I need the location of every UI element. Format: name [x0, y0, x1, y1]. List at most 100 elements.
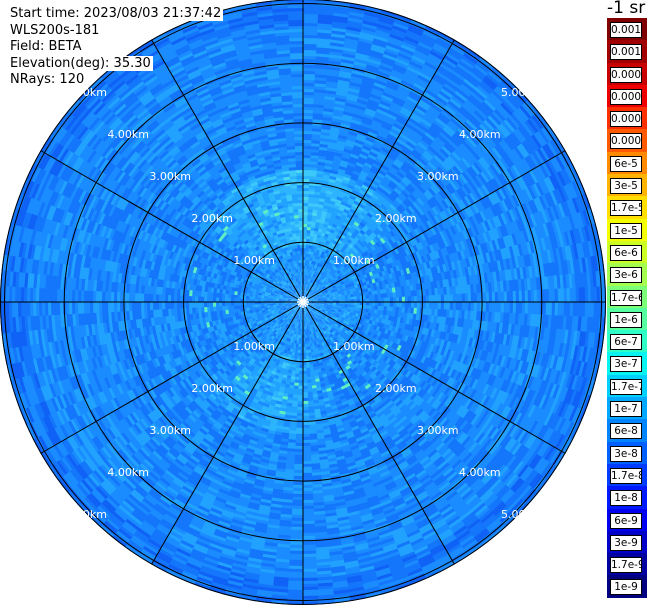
ppi-cell	[388, 36, 405, 45]
ppi-cell	[310, 163, 319, 168]
ppi-cell	[447, 49, 463, 62]
ppi-cell	[306, 284, 308, 288]
ppi-cell	[358, 92, 371, 100]
ppi-cell	[368, 170, 378, 178]
ppi-cell	[393, 96, 407, 105]
ppi-cell	[309, 260, 312, 264]
ppi-cell	[353, 144, 363, 151]
ppi-cell	[327, 65, 342, 72]
ppi-cell	[357, 175, 367, 182]
ppi-cell	[428, 53, 444, 64]
ppi-cell	[359, 34, 375, 42]
ppi-cell	[379, 64, 394, 73]
ppi-cell	[422, 63, 438, 74]
ppi-cell	[396, 87, 411, 97]
ppi-cell	[303, 16, 320, 21]
ppi-cell	[347, 87, 361, 94]
ppi-cell	[355, 136, 367, 143]
ppi-cell	[391, 24, 409, 34]
ppi-cell	[381, 178, 391, 186]
ppi-cell	[411, 85, 426, 95]
ppi-cell	[303, 226, 308, 231]
ppi-cell	[353, 167, 363, 174]
ppi-cell	[334, 100, 347, 106]
ppi-cell	[387, 109, 400, 118]
ppi-cell	[335, 146, 345, 152]
ppi-cell	[308, 199, 315, 204]
ppi-cell	[341, 178, 350, 185]
ppi-cell	[303, 0, 321, 3]
ppi-cell	[312, 254, 316, 259]
ppi-cell	[307, 208, 314, 213]
ppi-cell	[361, 167, 371, 174]
ppi-cell	[354, 58, 369, 65]
ppi-cell	[425, 58, 441, 69]
ppi-cell	[305, 290, 308, 294]
ppi-cell	[435, 39, 452, 51]
ppi-cell	[350, 121, 362, 129]
ppi-cell	[340, 200, 348, 207]
ppi-cell	[433, 42, 450, 54]
ppi-cell	[310, 157, 319, 162]
ppi-cell	[316, 275, 320, 280]
ppi-cell	[398, 111, 411, 121]
ppi-cell	[307, 256, 311, 261]
ppi-cell	[376, 185, 385, 194]
ppi-cell	[391, 125, 403, 134]
ppi-cell	[303, 40, 318, 45]
ppi-cell	[380, 59, 396, 68]
ppi-cell	[316, 249, 321, 254]
ppi-cell	[339, 203, 347, 209]
ppi-cell	[369, 49, 385, 57]
ppi-cell	[308, 193, 315, 198]
ppi-cell	[312, 109, 324, 115]
ppi-cell	[330, 33, 347, 39]
ppi-cell	[312, 206, 319, 211]
ppi-cell	[332, 111, 344, 118]
ppi-cell	[311, 139, 321, 144]
ppi-cell	[340, 159, 350, 166]
ppi-cell	[304, 292, 306, 297]
ppi-cell	[399, 132, 411, 142]
ppi-cell	[332, 114, 344, 121]
ppi-cell	[303, 91, 315, 96]
ppi-cell	[353, 141, 364, 149]
ppi-cell	[309, 257, 313, 261]
ppi-cell	[389, 104, 403, 113]
ppi-cell	[382, 91, 396, 100]
ppi-cell	[329, 132, 340, 138]
ppi-cell	[334, 182, 342, 189]
ppi-cell	[329, 50, 344, 57]
ppi-cell	[303, 133, 313, 138]
ppi-cell	[362, 181, 372, 188]
ppi-cell	[347, 231, 353, 237]
ppi-cell	[400, 43, 417, 54]
ppi-cell	[396, 137, 407, 147]
ppi-cell	[303, 127, 313, 132]
ppi-cell	[376, 171, 386, 180]
ppi-cell	[392, 22, 410, 31]
ppi-cell	[303, 286, 305, 291]
ppi-cell	[331, 27, 348, 33]
ppi-cell	[424, 61, 440, 72]
ppi-cell	[422, 30, 440, 41]
ppi-cell	[304, 293, 307, 297]
ppi-cell	[369, 167, 379, 175]
ppi-cell	[348, 84, 362, 91]
ppi-cell	[341, 181, 349, 188]
ppi-cell	[335, 177, 344, 183]
ppi-cell	[303, 73, 316, 78]
ppi-cell	[344, 205, 352, 212]
ppi-cell	[358, 90, 372, 97]
ppi-cell	[417, 74, 432, 85]
ppi-cell	[364, 11, 382, 19]
ppi-cell	[330, 194, 338, 200]
ppi-cell	[303, 199, 309, 204]
ppi-cell	[369, 93, 383, 101]
ppi-cell	[306, 277, 309, 282]
ppi-cell	[379, 126, 392, 134]
ppi-cell	[363, 113, 375, 121]
ppi-cell	[328, 56, 343, 63]
ppi-cell	[407, 63, 423, 73]
ppi-cell	[423, 91, 437, 102]
